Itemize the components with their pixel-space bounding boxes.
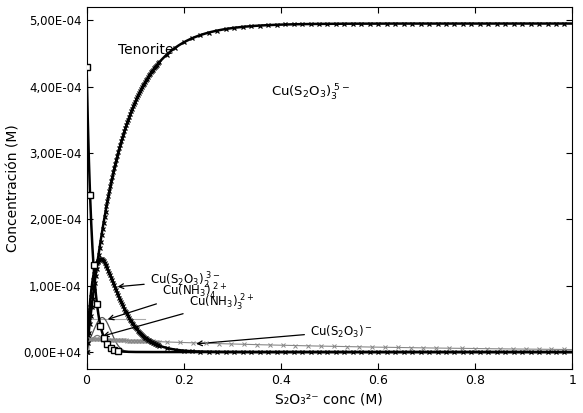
Text: Cu(S$_2$O$_3$)$^-$: Cu(S$_2$O$_3$)$^-$ [198, 323, 373, 346]
Text: Cu(NH$_3$)$_4^{\ 2+}$: Cu(NH$_3$)$_4^{\ 2+}$ [109, 282, 227, 320]
Text: Cu(S$_2$O$_3$)$_2^{\ 3-}$: Cu(S$_2$O$_3$)$_2^{\ 3-}$ [119, 271, 220, 291]
Text: Cu(S$_2$O$_3$)$_3^{\ 5-}$: Cu(S$_2$O$_3$)$_3^{\ 5-}$ [271, 83, 350, 103]
X-axis label: S₂O₃²⁻ conc (M): S₂O₃²⁻ conc (M) [276, 392, 383, 406]
Text: Tenorite: Tenorite [118, 43, 174, 57]
Text: Cu(NH$_3$)$_3^{\ 2+}$: Cu(NH$_3$)$_3^{\ 2+}$ [104, 293, 254, 337]
Y-axis label: Concentración (M): Concentración (M) [7, 124, 21, 252]
